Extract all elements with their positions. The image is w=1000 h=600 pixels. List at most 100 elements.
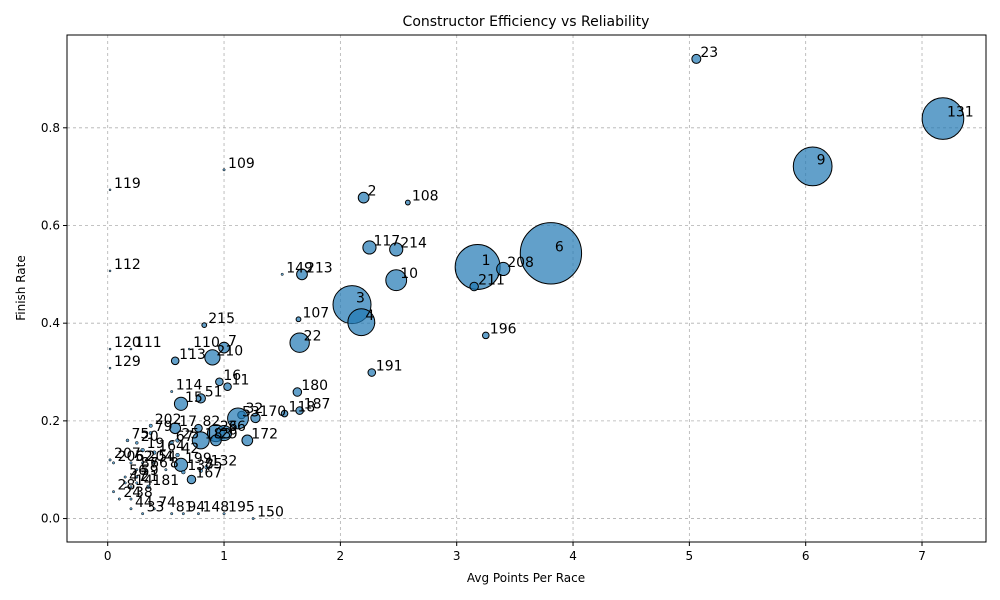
point-label: 207 bbox=[114, 446, 141, 462]
y-axis-ticks: 0.0 0.2 0.4 0.6 0.8 bbox=[41, 121, 67, 526]
point-label: 24 bbox=[123, 485, 141, 501]
point-label: 107 bbox=[302, 305, 329, 321]
point-label: 137 bbox=[187, 458, 214, 474]
data-point bbox=[170, 356, 180, 366]
data-point bbox=[389, 242, 404, 257]
data-point bbox=[404, 199, 411, 206]
point-label: 32 bbox=[245, 401, 263, 417]
data-point bbox=[170, 512, 174, 516]
point-label: 51 bbox=[205, 384, 223, 400]
x-tick-label: 2 bbox=[337, 549, 345, 563]
point-label: 210 bbox=[216, 343, 243, 359]
data-point bbox=[108, 269, 112, 273]
point-label: 26 bbox=[220, 419, 238, 435]
point-label: 211 bbox=[478, 273, 505, 289]
point-label: 204 bbox=[147, 449, 174, 465]
point-label: 113 bbox=[179, 347, 206, 363]
data-point bbox=[129, 507, 133, 511]
point-label: 87 bbox=[141, 456, 159, 472]
data-point bbox=[385, 269, 408, 292]
point-label: 14 bbox=[135, 473, 153, 489]
data-point bbox=[129, 347, 133, 351]
point-label: 33 bbox=[147, 500, 165, 516]
data-point bbox=[108, 458, 112, 462]
point-label: 183 bbox=[205, 426, 232, 442]
data-point bbox=[148, 431, 153, 436]
data-point bbox=[175, 452, 180, 458]
data-point bbox=[222, 168, 226, 172]
data-point bbox=[112, 490, 115, 494]
data-point bbox=[347, 308, 376, 337]
point-label: 132 bbox=[211, 453, 238, 469]
data-point bbox=[481, 331, 490, 340]
x-tick-label: 6 bbox=[802, 549, 810, 563]
data-point bbox=[296, 268, 308, 281]
y-tick-label: 0.6 bbox=[41, 218, 60, 232]
point-label: 6 bbox=[555, 239, 564, 255]
data-point bbox=[112, 461, 115, 465]
data-point bbox=[108, 347, 112, 351]
point-label: 54 bbox=[158, 449, 176, 465]
data-point bbox=[148, 423, 153, 428]
point-label: 150 bbox=[257, 505, 284, 521]
point-label: 42 bbox=[182, 441, 200, 457]
data-point bbox=[295, 406, 304, 415]
data-point bbox=[175, 438, 180, 443]
point-label: 23 bbox=[700, 45, 718, 61]
point-label: 53 bbox=[242, 404, 260, 420]
x-axis-ticks: 0 1 2 3 4 5 6 7 bbox=[104, 542, 926, 563]
chart-title: Constructor Efficiency vs Reliability bbox=[403, 14, 650, 30]
data-point bbox=[125, 438, 130, 443]
point-label: 16 bbox=[223, 368, 241, 384]
data-point bbox=[691, 53, 702, 64]
data-point bbox=[250, 412, 261, 424]
data-point bbox=[204, 465, 209, 470]
data-point bbox=[196, 512, 200, 516]
point-label: 75 bbox=[131, 426, 149, 442]
y-tick-label: 0.2 bbox=[41, 414, 60, 428]
data-point bbox=[144, 468, 148, 472]
point-label: 22 bbox=[304, 329, 322, 345]
data-point bbox=[519, 222, 583, 285]
data-point bbox=[227, 407, 249, 430]
point-label: 11 bbox=[232, 373, 250, 389]
data-point bbox=[170, 390, 174, 394]
data-point bbox=[169, 422, 182, 435]
data-point bbox=[173, 457, 189, 472]
point-label: 181 bbox=[152, 473, 179, 489]
point-label: 196 bbox=[490, 321, 517, 337]
point-label: 199 bbox=[185, 451, 212, 467]
point-label: 191 bbox=[376, 359, 403, 375]
data-point bbox=[181, 512, 185, 516]
data-point bbox=[198, 468, 203, 473]
y-tick-label: 0.4 bbox=[41, 316, 60, 330]
data-point bbox=[141, 461, 145, 465]
data-point bbox=[251, 517, 255, 521]
point-label: 195 bbox=[228, 500, 255, 516]
point-label: 187 bbox=[304, 397, 331, 413]
data-point bbox=[295, 316, 302, 323]
y-tick-label: 0.0 bbox=[41, 512, 60, 526]
data-point bbox=[129, 485, 133, 489]
point-label: 206 bbox=[118, 449, 145, 465]
point-label: 118 bbox=[289, 400, 316, 416]
data-point bbox=[223, 382, 232, 391]
point-label: 47 bbox=[129, 469, 147, 485]
point-label: 1 bbox=[482, 253, 491, 269]
data-point bbox=[135, 441, 139, 445]
x-tick-label: 0 bbox=[104, 549, 112, 563]
point-label: 114 bbox=[176, 378, 203, 394]
x-tick-label: 3 bbox=[453, 549, 461, 563]
data-point bbox=[181, 470, 186, 475]
point-label: 79 bbox=[155, 419, 173, 435]
point-label: 44 bbox=[135, 495, 153, 511]
point-label: 172 bbox=[251, 426, 278, 442]
data-point bbox=[367, 368, 377, 377]
x-tick-label: 1 bbox=[220, 549, 228, 563]
point-label: 10 bbox=[400, 266, 418, 282]
point-label: 36 bbox=[228, 419, 246, 435]
data-point bbox=[108, 366, 112, 370]
point-label: 149 bbox=[286, 260, 313, 276]
data-point bbox=[186, 474, 197, 485]
